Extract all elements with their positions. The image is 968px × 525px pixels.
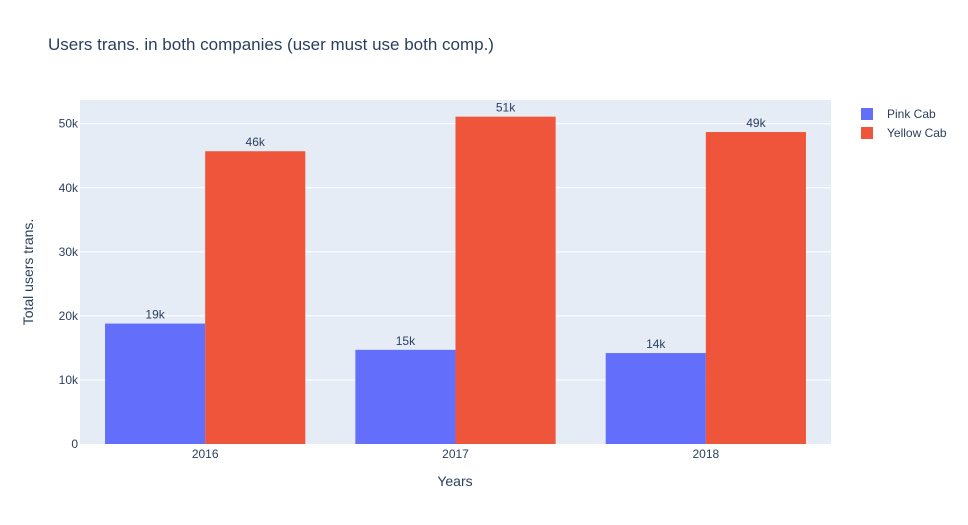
bar-yellow-cab-2018[interactable] <box>705 132 806 445</box>
data-label: 49k <box>746 116 766 130</box>
y-tick-label: 40k <box>59 181 79 195</box>
x-tick-label: 2016 <box>192 447 219 461</box>
legend[interactable]: Pink Cab Yellow Cab <box>861 107 947 140</box>
y-axis-title: Total users trans. <box>20 219 36 326</box>
legend-swatch <box>861 108 873 120</box>
legend-item-pink-cab[interactable]: Pink Cab <box>861 107 936 121</box>
x-axis-ticks: 2016 2017 2018 <box>192 447 720 461</box>
data-label: 19k <box>145 308 165 322</box>
legend-item-yellow-cab[interactable]: Yellow Cab <box>861 126 947 140</box>
bars <box>105 116 806 445</box>
data-label: 15k <box>396 334 416 348</box>
data-label: 51k <box>496 101 516 115</box>
y-tick-label: 10k <box>59 373 79 387</box>
data-labels: 19k 46k 15k 51k 14k 49k <box>145 101 766 351</box>
x-axis-title: Years <box>437 473 472 489</box>
chart-title: Users trans. in both companies (user mus… <box>48 35 494 54</box>
y-tick-label: 50k <box>59 117 79 131</box>
y-tick-label: 20k <box>59 309 79 323</box>
legend-swatch <box>861 127 873 139</box>
x-tick-label: 2017 <box>442 447 469 461</box>
y-tick-label: 0 <box>71 437 78 451</box>
legend-label: Pink Cab <box>887 107 936 121</box>
data-label: 14k <box>646 337 666 351</box>
x-tick-label: 2018 <box>692 447 719 461</box>
bar-pink-cab-2018[interactable] <box>605 353 706 444</box>
bar-pink-cab-2016[interactable] <box>105 323 206 444</box>
legend-label: Yellow Cab <box>887 126 947 140</box>
bar-pink-cab-2017[interactable] <box>355 349 456 444</box>
bar-yellow-cab-2016[interactable] <box>205 151 306 444</box>
bar-yellow-cab-2017[interactable] <box>455 116 556 445</box>
y-axis-ticks: 0 10k 20k 30k 40k 50k <box>59 117 79 451</box>
data-label: 46k <box>246 135 266 149</box>
y-tick-label: 30k <box>59 245 79 259</box>
